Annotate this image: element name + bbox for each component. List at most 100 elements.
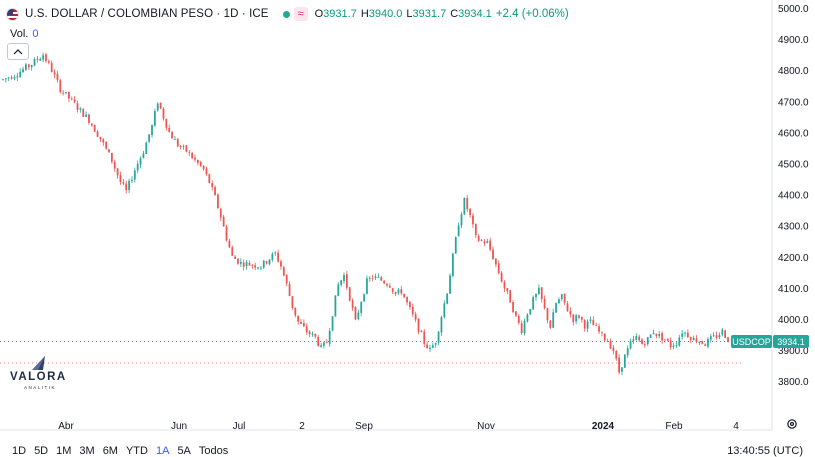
candle-body: [411, 306, 414, 315]
candle-body: [251, 265, 254, 267]
candle-body: [277, 252, 279, 262]
price-tag: USDCOP 3934.1: [731, 335, 809, 348]
candle-body: [33, 59, 36, 66]
candle-body: [311, 333, 314, 335]
candle-body: [314, 333, 317, 337]
range-option-ytd[interactable]: YTD: [125, 445, 148, 457]
candle-body: [340, 280, 343, 285]
candle-body: [27, 64, 30, 68]
candle-body: [354, 307, 357, 320]
time-axis[interactable]: Abr Jun Jul 2 Sep Nov 2024 Feb 4: [58, 421, 739, 432]
candle-body: [128, 180, 130, 191]
candle-body: [19, 71, 22, 78]
high-label: H: [360, 8, 369, 20]
open-label: O: [314, 8, 324, 20]
collapse-legend-button[interactable]: [7, 43, 29, 60]
candle-body: [133, 170, 136, 180]
candle-body: [566, 303, 569, 312]
candle-body: [380, 277, 383, 281]
candle-body: [678, 337, 681, 346]
candle-body: [280, 261, 282, 267]
candle-body: [234, 256, 237, 259]
candle-body: [669, 340, 672, 348]
candle-body: [214, 187, 216, 196]
range-option-todos[interactable]: Todos: [198, 445, 229, 457]
candle-body: [116, 168, 119, 176]
candle-body: [595, 325, 598, 327]
low-value: 3931.7: [412, 8, 447, 20]
range-option-1m[interactable]: 1M: [56, 445, 72, 457]
candle-body: [698, 341, 701, 344]
candle-body: [211, 183, 214, 188]
volume-label: Vol.: [10, 28, 29, 40]
candle-body: [692, 337, 695, 341]
candle-body: [205, 168, 208, 175]
candle-body: [136, 163, 139, 171]
candle-body: [578, 315, 580, 318]
candle-body: [709, 336, 712, 340]
candle-body: [560, 294, 563, 300]
candle-body: [50, 63, 53, 73]
logo-wordmark: VALORA: [10, 371, 67, 383]
range-option-6m[interactable]: 6M: [102, 445, 118, 457]
range-option-3m[interactable]: 3M: [79, 445, 95, 457]
candle-body: [420, 330, 423, 333]
candle-body: [664, 339, 666, 341]
price-axis[interactable]: 5000.0 4900.0 4800.0 4700.0 4600.0 4500.0 4400…: [778, 4, 809, 388]
candle-body: [466, 197, 469, 210]
close-value: 3934.1: [458, 8, 492, 20]
y-tick-label: 4800.0: [778, 66, 809, 77]
candle-body: [228, 240, 231, 248]
candle-body: [85, 114, 87, 117]
candle-body: [417, 318, 420, 332]
candle-body: [623, 354, 626, 368]
candle-body: [131, 179, 133, 181]
candle-body: [239, 261, 242, 264]
candle-body: [469, 208, 471, 216]
candle-body: [125, 183, 128, 191]
candle-body: [388, 285, 391, 288]
y-tick-label: 4300.0: [778, 222, 809, 233]
open-value: 3931.7: [323, 8, 357, 20]
utc-clock[interactable]: 13:40:55 (UTC): [727, 445, 803, 457]
candle-body: [621, 367, 623, 372]
candle-body: [308, 331, 311, 335]
candle-body: [297, 315, 300, 322]
range-option-5a[interactable]: 5A: [177, 445, 191, 457]
candle-body: [357, 312, 360, 320]
candle-body: [449, 275, 451, 294]
settings-gear-icon[interactable]: [786, 418, 798, 430]
candle-body: [245, 262, 248, 267]
candle-body: [489, 240, 492, 250]
symbol-title[interactable]: U.S. DOLLAR / COLOMBIAN PESO · 1D · ICE: [25, 8, 269, 20]
candle-body: [231, 247, 234, 256]
candle-body: [575, 315, 578, 322]
candles-group: [2, 52, 729, 376]
x-tick-label: Abr: [58, 421, 74, 432]
x-tick-label: Feb: [665, 421, 683, 432]
candle-body: [423, 331, 426, 344]
candle-body: [328, 330, 331, 344]
range-option-5d[interactable]: 5D: [34, 445, 49, 457]
candle-body: [403, 293, 406, 298]
candle-body: [337, 284, 340, 296]
symbol-tag-bg: [731, 335, 772, 348]
candle-body: [320, 345, 322, 347]
candle-body: [440, 317, 443, 333]
candle-body: [583, 320, 586, 329]
candle-body: [199, 162, 202, 166]
data-delay-badge[interactable]: ≈: [293, 7, 308, 21]
candle-body: [196, 159, 199, 163]
valora-analitik-logo: VALORA ANALITIK: [10, 355, 68, 403]
range-option-1d[interactable]: 1D: [12, 445, 27, 457]
range-option-1a[interactable]: 1A: [155, 445, 170, 457]
candle-body: [153, 110, 156, 126]
candle-body: [371, 277, 374, 279]
candle-body: [457, 225, 460, 237]
candle-body: [288, 284, 291, 296]
candle-body: [446, 293, 449, 304]
candle-body: [635, 335, 638, 340]
candle-body: [90, 123, 93, 126]
candle-body: [492, 249, 494, 259]
